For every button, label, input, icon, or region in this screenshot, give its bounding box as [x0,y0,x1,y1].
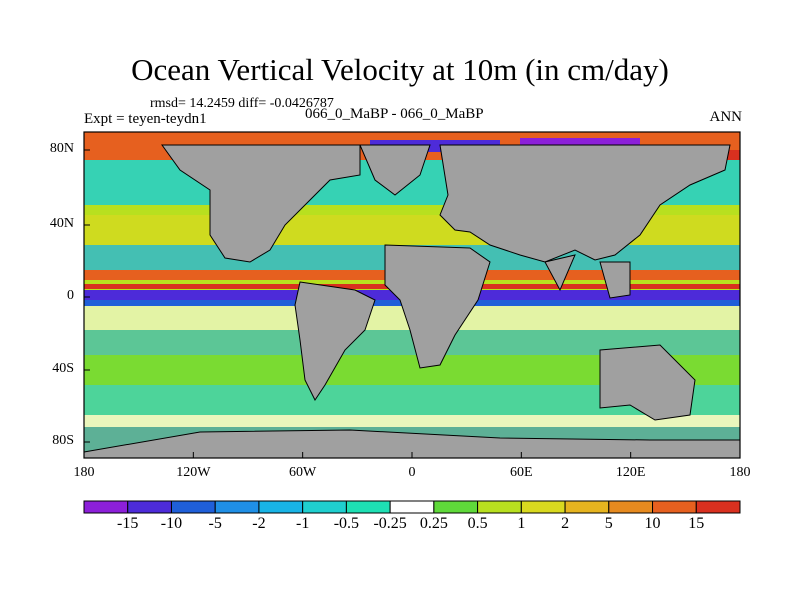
lon-tick-label: 0 [408,465,416,480]
colorbar-box [520,500,566,514]
case-label: 066_0_MaBP - 066_0_MaBP [305,106,484,122]
south-america [294,281,376,401]
lat-tick-label: 40S [52,361,74,376]
north-america [161,144,361,263]
lon-tick-label: 60E [510,465,533,480]
colorbar-label: 10 [644,515,661,532]
lat-tick-label: 0 [67,288,74,303]
colorbar-label: 1 [517,515,526,532]
colorbar-label: 0.25 [419,515,448,532]
colorbar-box [433,500,479,514]
map-title: Ocean Vertical Velocity at 10m (in cm/da… [131,52,669,87]
colorbar-label: -5 [208,515,222,532]
stats-label: rmsd= 14.2459 diff= -0.0426787 [150,96,334,111]
colorbar-box [170,500,216,514]
colorbar-box [652,500,697,514]
colorbar-label: -0.25 [373,515,407,532]
india [544,254,576,292]
colorbar-box [389,500,435,514]
lon-tick-label: 180 [73,465,95,480]
colorbar-box [345,500,391,514]
experiment-label: Expt = teyen-teydn1 [84,111,207,127]
colorbar-label: -10 [160,515,183,532]
colorbar-box [695,500,741,514]
greenland [359,144,431,196]
colorbar-box [564,500,610,514]
colorbar-box [258,500,304,514]
colorbar-label: -1 [295,515,310,532]
southeast-asia [599,261,631,299]
colorbar-label: 5 [604,515,613,532]
season-label: ANN [709,109,743,125]
colorbar-label: -2 [252,515,266,532]
colorbar-label: 15 [688,515,705,532]
lat-tick-label: 80N [49,141,74,156]
lon-tick-label: 120W [176,465,211,480]
lon-tick-label: 60W [289,465,317,480]
colorbar-box [302,500,347,514]
colorbar-label: 0.5 [467,515,488,532]
colorbar-label: 2 [561,515,570,532]
australia [599,344,696,421]
lon-tick-label: 180 [729,465,751,480]
colorbar-box [214,500,260,514]
lat-tick-label: 80S [52,433,74,448]
eurasia [439,144,731,263]
land-masses [83,144,741,459]
colorbar-label: -0.5 [333,515,360,532]
lon-tick-label: 120E [615,465,646,480]
lat-tick-label: 40N [49,216,74,231]
colorbar-box [608,500,654,514]
colorbar-label: -15 [117,515,139,532]
colorbar-box [477,500,522,514]
africa [384,244,491,369]
colorbar-box [83,500,129,514]
colorbar-box [127,500,172,514]
